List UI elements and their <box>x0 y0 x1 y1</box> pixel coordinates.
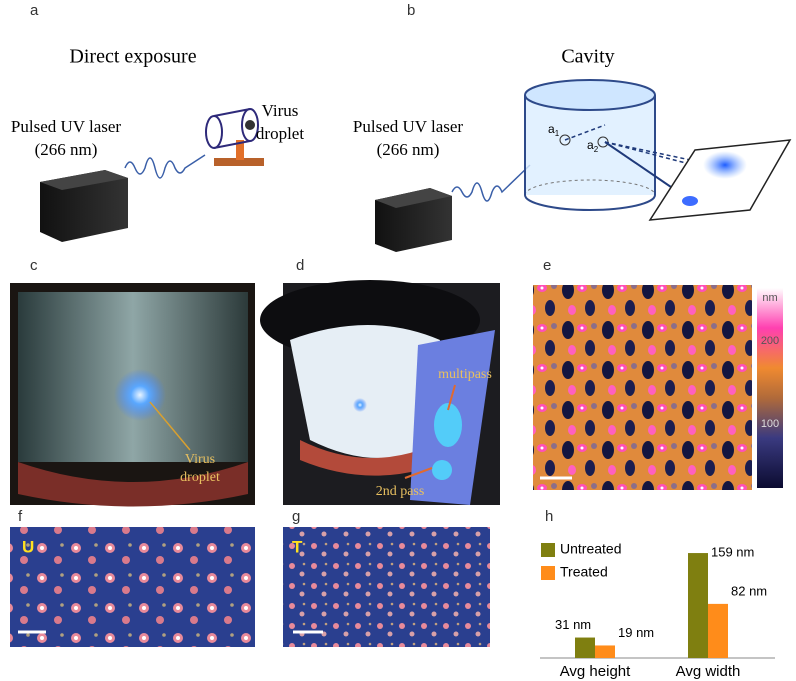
laser-label: Pulsed UV laser <box>11 117 122 136</box>
panel-label: c <box>30 257 38 274</box>
image-tag: T <box>292 537 303 556</box>
laser-box <box>40 170 128 242</box>
bar <box>708 603 728 658</box>
target-cell <box>205 108 264 166</box>
laser-wavelength: (266 nm) <box>377 140 440 159</box>
colorbar-tick: 200 <box>761 335 779 347</box>
panel-label: f <box>18 508 23 525</box>
colorbar-unit: nm <box>762 292 777 304</box>
laser-wavelength: (266 nm) <box>35 140 98 159</box>
screen <box>648 139 792 221</box>
bar <box>575 637 595 658</box>
colorbar <box>757 288 783 488</box>
panel-label: e <box>543 257 551 274</box>
panel-label: b <box>407 2 415 19</box>
laser-label: Pulsed UV laser <box>353 117 464 136</box>
colorbar-tick: 100 <box>761 418 779 430</box>
laser-wave <box>124 154 206 179</box>
photo-annotation: Virus <box>185 452 215 467</box>
target-label: droplet <box>256 124 304 143</box>
value-label: 19 nm <box>618 625 654 640</box>
point-sub: 2 <box>594 145 599 154</box>
photo-cavity <box>10 283 255 507</box>
target-label: Virus <box>262 101 299 120</box>
legend-label: Treated <box>560 564 608 580</box>
photo-multipass <box>260 280 500 505</box>
cavity-cylinder <box>524 79 706 211</box>
x-tick-label: Avg height <box>560 663 631 680</box>
legend-swatch <box>541 566 555 580</box>
panel-title: Cavity <box>561 46 614 68</box>
point-sub: 1 <box>555 129 560 138</box>
panel-title: Direct exposure <box>69 46 196 68</box>
panel-label: a <box>30 2 39 19</box>
panel-label: h <box>545 508 553 525</box>
value-label: 159 nm <box>711 544 754 559</box>
panel-label: d <box>296 257 304 274</box>
point-base: a <box>587 138 594 152</box>
point-label: a2 <box>587 138 599 154</box>
bar <box>595 645 615 658</box>
panel-label: g <box>292 508 300 525</box>
bar <box>688 553 708 658</box>
bar-chart: Untreated Treated Avg height 31 nm 19 nm Avg … <box>540 541 775 680</box>
photo-annotation: droplet <box>180 470 220 485</box>
legend-label: Untreated <box>560 541 621 557</box>
afm-image <box>283 527 490 647</box>
afm-image <box>10 527 255 647</box>
photo-annotation: 2nd pass <box>376 484 425 499</box>
point-base: a <box>548 122 555 136</box>
laser-box <box>375 188 452 252</box>
image-tag: U <box>22 537 34 556</box>
laser-wave <box>451 164 531 202</box>
x-tick-label: Avg width <box>676 663 741 680</box>
point-label: a1 <box>548 122 560 138</box>
photo-annotation: multipass <box>438 367 492 382</box>
legend-swatch <box>541 543 555 557</box>
value-label: 31 nm <box>555 617 591 632</box>
afm-image <box>533 285 752 490</box>
value-label: 82 nm <box>731 583 767 598</box>
